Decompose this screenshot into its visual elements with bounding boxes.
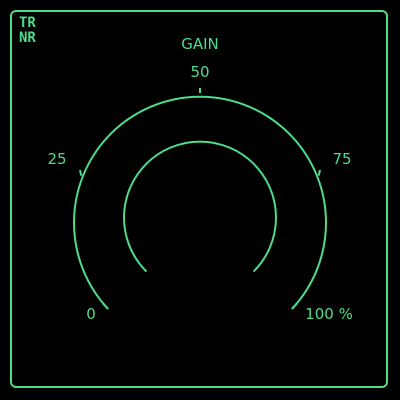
tick-label-50: 50 [190,63,209,81]
gauge-inner-arc [123,140,277,273]
logo-line-2: NR [19,30,36,46]
max-label: 100 % [305,305,353,323]
gain-panel [10,10,388,388]
tick-100 [291,302,298,310]
gauge-outer-arc [73,95,327,310]
gauge-title: GAIN [181,35,219,53]
tick-25 [79,169,83,176]
tick-label-25: 25 [47,150,66,168]
min-label: 0 [86,305,96,323]
logo-line-1: TR [19,15,36,31]
tick-label-75: 75 [332,150,351,168]
tick-0 [102,302,109,310]
tick-75 [317,169,321,176]
